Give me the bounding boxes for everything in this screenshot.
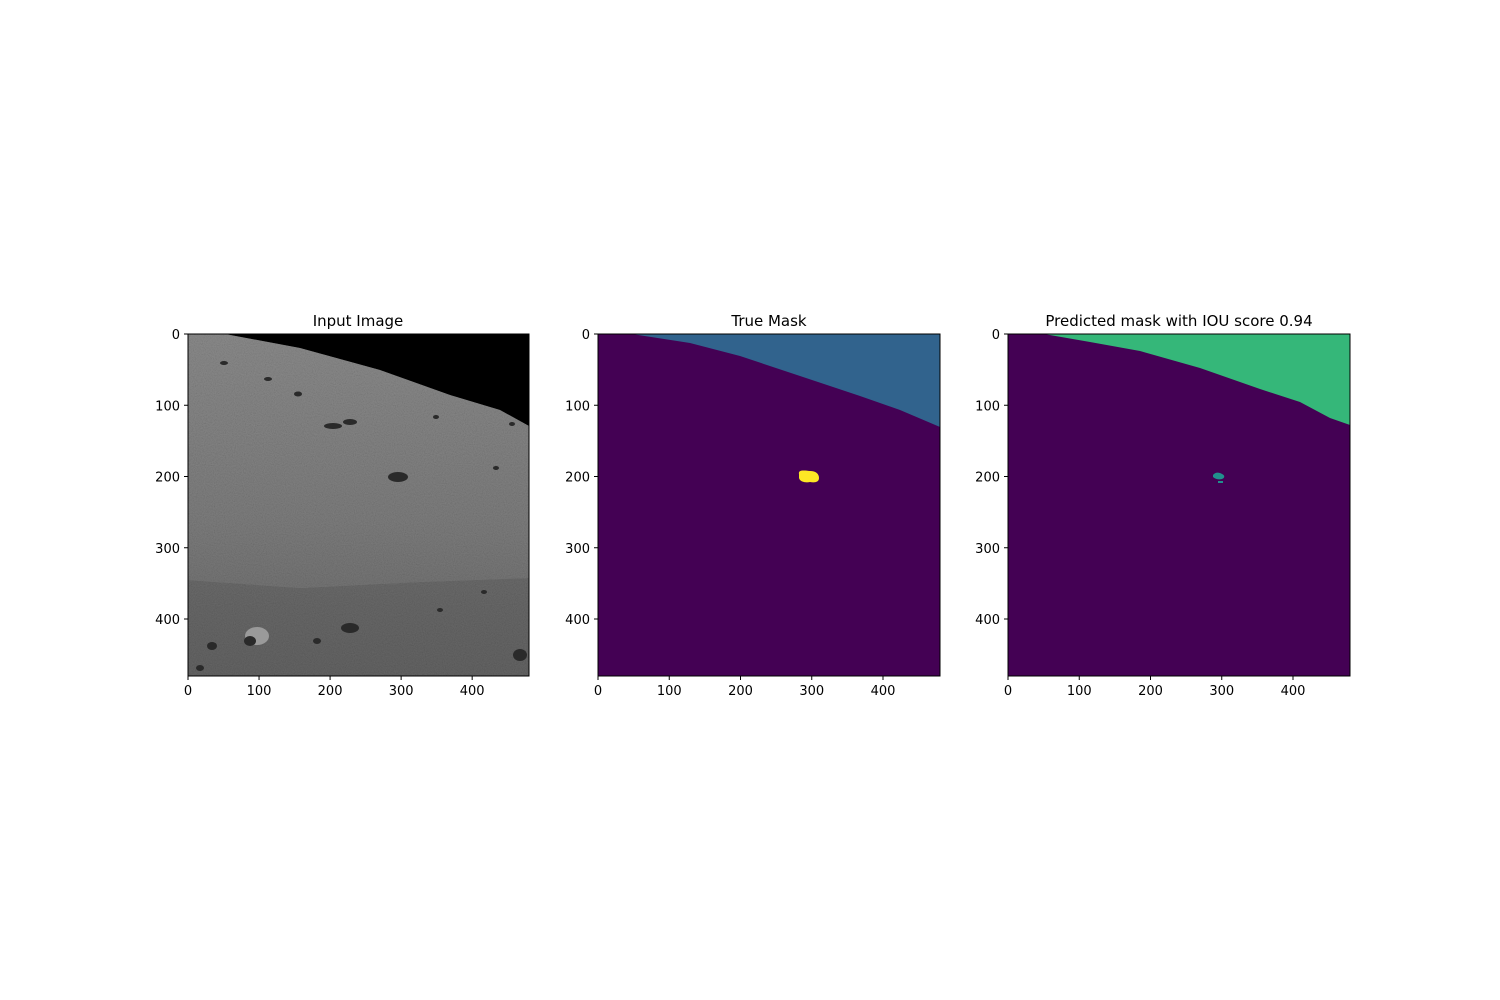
predicted-mask-x-tick-label: 100	[1067, 684, 1092, 699]
true-mask-x-tick-label: 300	[799, 684, 824, 699]
predicted-mask-x-tick-label: 400	[1281, 684, 1306, 699]
input-image-x-tick-label: 0	[184, 684, 192, 699]
true-mask-x-tick-label: 400	[871, 684, 896, 699]
predicted-mask-x-tick-label: 200	[1138, 684, 1163, 699]
input-image-rocks	[196, 361, 527, 671]
true-mask-axes: 0 100 200 300 400 0 100 200 300 400	[565, 328, 895, 699]
true-mask-x-tick-label: 100	[657, 684, 682, 699]
true-mask-rock-region	[798, 470, 819, 483]
true-mask-panel: True Mask 0 100 200 300 400 0 100 200 300 400	[565, 312, 941, 699]
predicted-mask-y-tick-label: 100	[975, 399, 1000, 414]
input-image	[188, 334, 529, 676]
input-image-x-tick-label: 300	[389, 684, 414, 699]
predicted-mask-y-tick-label: 300	[975, 542, 1000, 557]
true-mask-y-tick-label: 200	[565, 471, 590, 486]
input-image-title: Input Image	[313, 312, 404, 330]
predicted-mask-x-tick-label: 0	[1004, 684, 1012, 699]
true-mask-image	[598, 334, 940, 676]
input-image-x-tick-label: 100	[247, 684, 272, 699]
predicted-mask-axes: 0 100 200 300 400 0 100 200 300 400	[975, 328, 1305, 699]
true-mask-title: True Mask	[730, 312, 807, 330]
true-mask-sky-region	[632, 334, 940, 427]
true-mask-x-tick-label: 200	[728, 684, 753, 699]
predicted-mask-y-tick-label: 200	[975, 471, 1000, 486]
input-image-y-tick-label: 100	[155, 399, 180, 414]
true-mask-frame	[597, 333, 941, 677]
predicted-mask-title: Predicted mask with IOU score 0.94	[1045, 312, 1312, 330]
true-mask-x-tick-label: 0	[594, 684, 602, 699]
input-image-panel: Input Image 0 100 200 300 400 0 100 200 300 400	[155, 312, 530, 699]
predicted-mask-panel: Predicted mask with IOU score 0.94 0 100 2…	[975, 312, 1351, 699]
predicted-mask-image	[1008, 334, 1350, 676]
true-mask-y-tick-label: 300	[565, 542, 590, 557]
input-image-y-tick-label: 400	[155, 613, 180, 628]
true-mask-y-tick-label: 100	[565, 399, 590, 414]
input-image-y-tick-label: 200	[155, 471, 180, 486]
predicted-mask-rock-region	[1213, 472, 1225, 483]
predicted-mask-x-tick-label: 300	[1209, 684, 1234, 699]
predicted-mask-y-tick-label: 0	[992, 328, 1000, 343]
input-image-frame	[187, 333, 530, 677]
input-image-axes: 0 100 200 300 400 0 100 200 300 400	[155, 328, 484, 699]
input-image-y-tick-label: 0	[172, 328, 180, 343]
input-image-y-tick-label: 300	[155, 542, 180, 557]
input-image-x-tick-label: 200	[318, 684, 343, 699]
predicted-mask-y-tick-label: 400	[975, 613, 1000, 628]
predicted-mask-frame	[1007, 333, 1351, 677]
predicted-mask-sky-region	[1044, 334, 1350, 425]
true-mask-y-tick-label: 0	[582, 328, 590, 343]
true-mask-y-tick-label: 400	[565, 613, 590, 628]
input-image-x-tick-label: 400	[460, 684, 485, 699]
